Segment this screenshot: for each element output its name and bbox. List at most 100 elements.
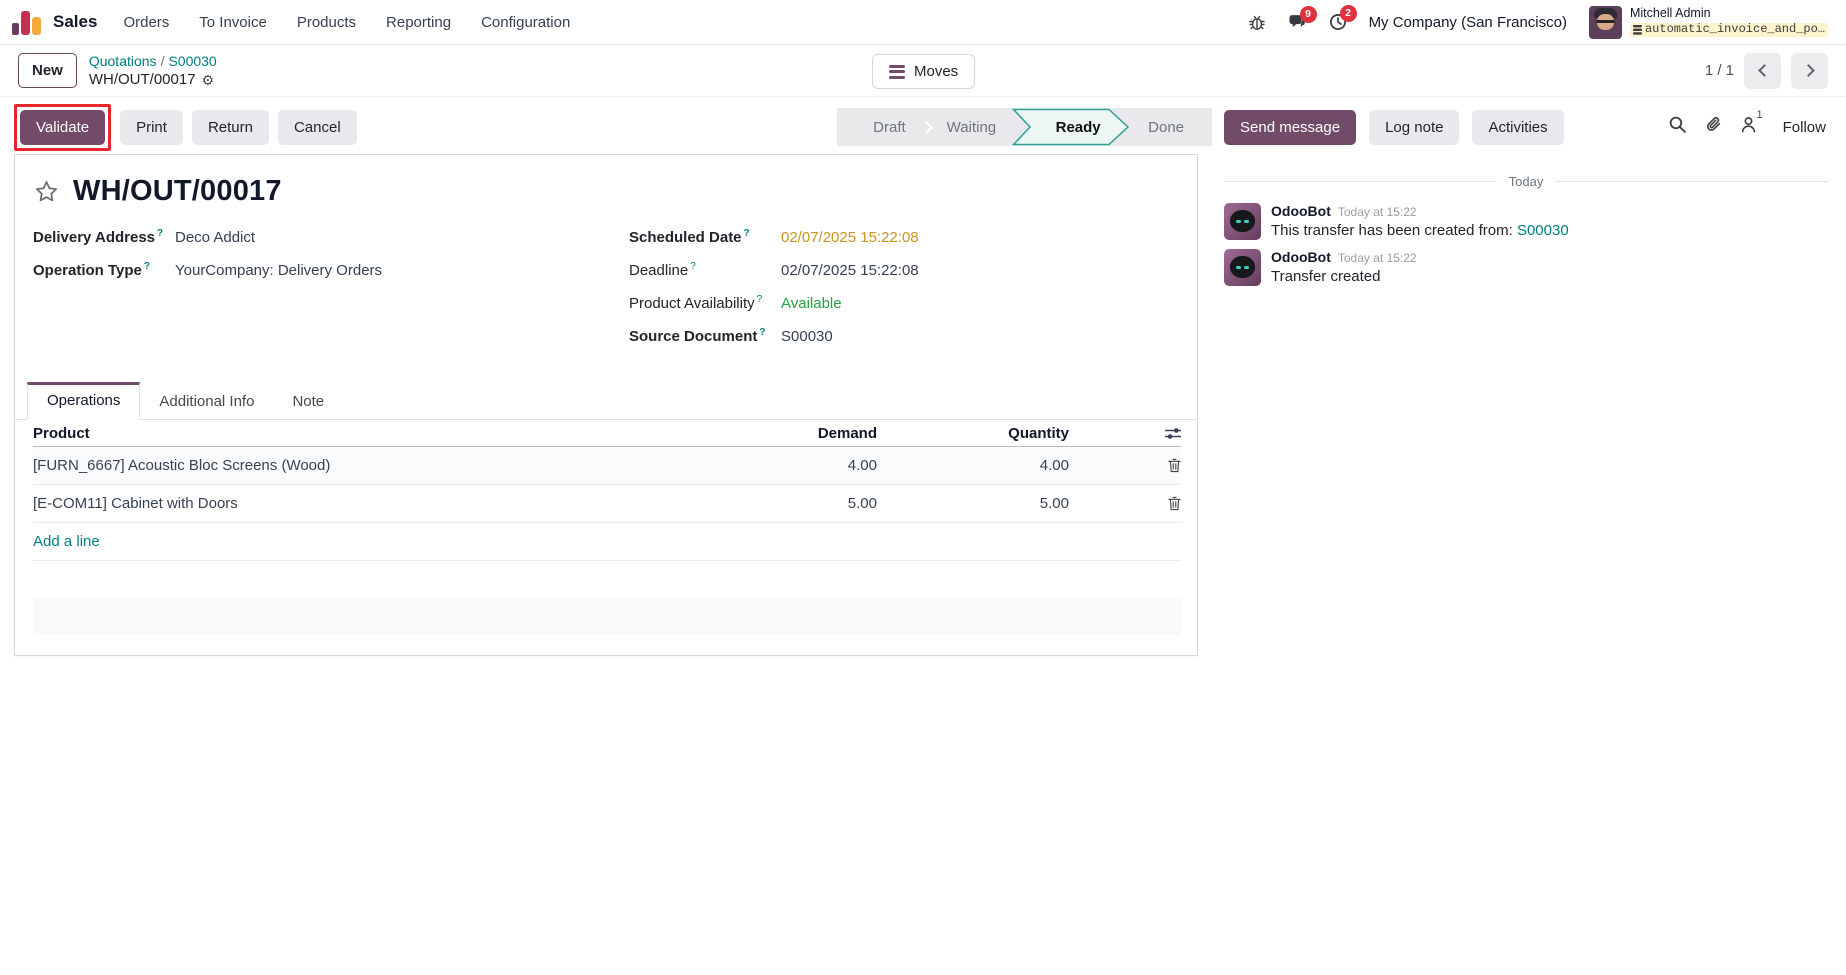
status-separator-icon <box>919 120 933 134</box>
delivery-address-label: Delivery Address? <box>33 228 164 246</box>
chatter-message: OdooBot Today at 15:22 This transfer has… <box>1224 203 1828 240</box>
product-availability-label: Product Availability? <box>629 294 763 312</box>
form-action-bar: Validate Print Return Cancel Draft Waiti… <box>0 97 1212 154</box>
favorite-star-icon[interactable] <box>33 179 60 205</box>
menu-orders[interactable]: Orders <box>123 13 170 31</box>
validate-highlight-box: Validate <box>14 103 112 151</box>
message-author: OdooBot <box>1271 203 1331 219</box>
operations-table: Product Demand Quantity [FURN_6667] Acou… <box>15 420 1197 635</box>
activities-badge: 2 <box>1339 5 1357 22</box>
scheduled-date-label: Scheduled Date? <box>629 228 750 246</box>
status-step-ready-active[interactable]: Ready <box>1012 108 1132 146</box>
cell-demand[interactable]: 5.00 <box>847 495 877 512</box>
tab-note[interactable]: Note <box>292 393 325 410</box>
app-menu-sales[interactable]: Sales <box>53 12 98 31</box>
notebook-tabs: Operations Additional Info Note <box>15 382 1197 420</box>
cell-quantity[interactable]: 5.00 <box>1039 495 1069 512</box>
message-author: OdooBot <box>1271 249 1331 265</box>
debug-bug-icon[interactable] <box>1248 14 1266 31</box>
tab-operations[interactable]: Operations <box>27 382 141 420</box>
table-row[interactable]: [E-COM11] Cabinet with Doors 5.00 5.00 <box>33 485 1181 523</box>
empty-row-shaded <box>33 598 1181 635</box>
messages-badge: 9 <box>1299 6 1317 23</box>
delete-row-trash-icon[interactable] <box>1168 458 1181 473</box>
message-timestamp: Today at 15:22 <box>1337 251 1417 265</box>
message-record-link[interactable]: S00030 <box>1516 222 1569 239</box>
return-button[interactable]: Return <box>191 109 269 145</box>
activities-clock-icon[interactable]: 2 <box>1329 5 1357 31</box>
odoo-logo-icon <box>12 9 41 35</box>
status-step-done[interactable]: Done <box>1148 118 1184 136</box>
search-messages-icon[interactable] <box>1669 116 1686 138</box>
chatter-toolbar: Send message Log note Activities 1 Follo… <box>1212 97 1846 154</box>
message-timestamp: Today at 15:22 <box>1337 205 1417 219</box>
operation-type-value[interactable]: YourCompany: Delivery Orders <box>175 262 383 279</box>
menu-to-invoice[interactable]: To Invoice <box>199 13 267 31</box>
column-product[interactable]: Product <box>33 424 90 442</box>
follow-button[interactable]: Follow <box>1782 118 1826 136</box>
delivery-address-value[interactable]: Deco Addict <box>175 229 256 246</box>
cell-quantity[interactable]: 4.00 <box>1039 457 1069 474</box>
validate-button[interactable]: Validate <box>20 109 106 145</box>
followers-count: 1 <box>1756 109 1763 121</box>
column-demand[interactable]: Demand <box>817 424 877 442</box>
cell-product[interactable]: [FURN_6667] Acoustic Bloc Screens (Wood) <box>33 457 331 474</box>
cancel-button[interactable]: Cancel <box>277 109 357 145</box>
moves-smart-button[interactable]: Moves <box>872 54 976 89</box>
breadcrumb-s00030-link[interactable]: S00030 <box>168 52 217 69</box>
chevron-right-icon <box>1801 64 1815 77</box>
message-body: Transfer created <box>1271 268 1381 285</box>
attachments-paperclip-icon[interactable] <box>1705 116 1722 138</box>
source-document-value[interactable]: S00030 <box>781 328 833 345</box>
menu-configuration[interactable]: Configuration <box>481 13 571 31</box>
menu-products[interactable]: Products <box>296 13 357 31</box>
company-switcher[interactable]: My Company (San Francisco) <box>1368 13 1567 31</box>
settings-gear-icon[interactable]: ⚙ <box>201 71 215 88</box>
scheduled-date-value[interactable]: 02/07/2025 15:22:08 <box>781 229 919 246</box>
optional-columns-icon[interactable] <box>1165 426 1181 441</box>
message-body: This transfer has been created from: S00… <box>1271 222 1569 239</box>
status-arrow-shape-icon <box>1012 108 1130 146</box>
table-header: Product Demand Quantity <box>33 420 1181 447</box>
cell-demand[interactable]: 4.00 <box>847 457 877 474</box>
send-message-button[interactable]: Send message <box>1224 109 1357 145</box>
control-panel: New Quotations / S00030 WH/OUT/00017 ⚙ Mov… <box>0 45 1846 97</box>
moves-icon <box>889 64 905 79</box>
tab-additional-info[interactable]: Additional Info <box>159 393 255 410</box>
print-button[interactable]: Print <box>120 109 183 145</box>
deadline-value[interactable]: 02/07/2025 15:22:08 <box>781 262 919 279</box>
add-a-line-link[interactable]: Add a line <box>33 533 100 550</box>
status-step-draft[interactable]: Draft <box>873 118 906 136</box>
message-thread: Today OdooBot Today at 15:22 This transf… <box>1212 154 1846 286</box>
messages-icon[interactable]: 9 <box>1288 6 1317 30</box>
breadcrumb-quotations-link[interactable]: Quotations <box>88 52 157 69</box>
cell-product[interactable]: [E-COM11] Cabinet with Doors <box>33 495 238 512</box>
database-name: automatic_invoice_and_po… <box>1629 22 1828 37</box>
column-quantity[interactable]: Quantity <box>1008 424 1069 442</box>
activities-button[interactable]: Activities <box>1472 109 1564 145</box>
pager-previous-button[interactable] <box>1744 52 1781 89</box>
table-row[interactable]: [FURN_6667] Acoustic Bloc Screens (Wood)… <box>33 447 1181 485</box>
breadcrumb: Quotations / S00030 WH/OUT/00017 ⚙ <box>88 52 217 88</box>
odoobot-avatar <box>1224 249 1261 286</box>
status-step-waiting[interactable]: Waiting <box>946 118 997 136</box>
followers-icon[interactable]: 1 <box>1741 109 1763 138</box>
source-document-label: Source Document? <box>629 327 766 345</box>
chatter-message: OdooBot Today at 15:22 Transfer created <box>1224 249 1828 286</box>
user-menu[interactable]: Mitchell Admin automatic_invoice_and_po… <box>1588 4 1828 41</box>
menu-reporting[interactable]: Reporting <box>386 13 452 31</box>
new-button[interactable]: New <box>18 53 77 88</box>
chevron-left-icon <box>1757 64 1771 77</box>
pager-next-button[interactable] <box>1791 52 1828 89</box>
delete-row-trash-icon[interactable] <box>1168 496 1181 511</box>
breadcrumb-current: WH/OUT/00017 <box>88 70 196 88</box>
database-icon <box>1632 25 1642 35</box>
chatter-panel: Send message Log note Activities 1 Follo… <box>1212 97 1846 295</box>
day-divider: Today <box>1224 174 1828 189</box>
log-note-button[interactable]: Log note <box>1369 109 1460 145</box>
empty-row <box>33 561 1181 598</box>
user-avatar <box>1588 5 1622 39</box>
odoobot-avatar <box>1224 203 1261 240</box>
status-bar: Draft Waiting Ready Done <box>837 108 1212 146</box>
user-name: Mitchell Admin <box>1629 5 1711 20</box>
